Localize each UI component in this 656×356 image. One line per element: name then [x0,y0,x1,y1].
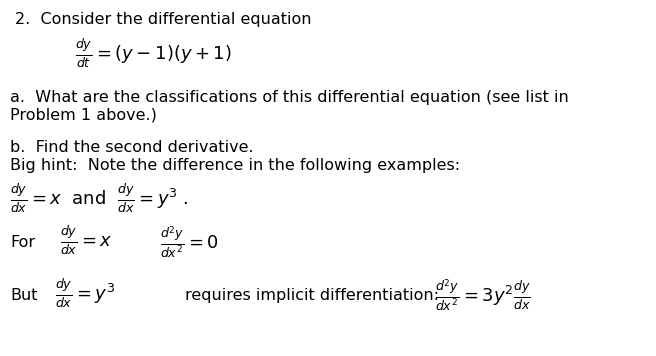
Text: Big hint:  Note the difference in the following examples:: Big hint: Note the difference in the fol… [10,158,460,173]
Text: But: But [10,288,37,303]
Text: $\frac{dy}{dx}=x$: $\frac{dy}{dx}=x$ [60,225,113,257]
Text: requires implicit differentiation:: requires implicit differentiation: [185,288,439,303]
Text: b.  Find the second derivative.: b. Find the second derivative. [10,140,254,155]
Text: $\frac{dy}{dt} = (y-1)(y+1)$: $\frac{dy}{dt} = (y-1)(y+1)$ [75,38,232,70]
Text: $\frac{dy}{dx}=x$  and  $\frac{dy}{dx}=y^3$ .: $\frac{dy}{dx}=x$ and $\frac{dy}{dx}=y^3… [10,183,188,215]
Text: For: For [10,235,35,250]
Text: Problem 1 above.): Problem 1 above.) [10,108,157,123]
Text: 2.  Consider the differential equation: 2. Consider the differential equation [15,12,312,27]
Text: a.  What are the classifications of this differential equation (see list in: a. What are the classifications of this … [10,90,569,105]
Text: $\frac{d^2y}{dx^2}=3y^2\frac{dy}{dx}$: $\frac{d^2y}{dx^2}=3y^2\frac{dy}{dx}$ [435,278,531,314]
Text: $\frac{d^2y}{dx^2}=0$: $\frac{d^2y}{dx^2}=0$ [160,225,219,261]
Text: $\frac{dy}{dx}=y^3$: $\frac{dy}{dx}=y^3$ [55,278,115,310]
